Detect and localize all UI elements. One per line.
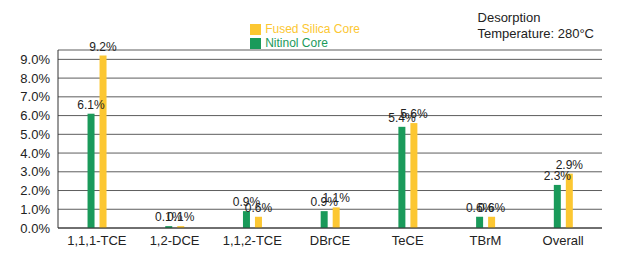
- svg-text:0.6%: 0.6%: [245, 201, 273, 215]
- svg-text:1.0%: 1.0%: [20, 202, 50, 217]
- svg-text:TeCE: TeCE: [392, 233, 424, 248]
- svg-text:0.0%: 0.0%: [20, 221, 50, 236]
- html-text:Fused Silica Core: Fused Silica Core: [265, 22, 360, 36]
- svg-text:1.1%: 1.1%: [322, 191, 350, 205]
- svg-text:0.1%: 0.1%: [167, 210, 195, 224]
- svg-text:1,1,1-TCE: 1,1,1-TCE: [67, 233, 127, 248]
- svg-text:4.0%: 4.0%: [20, 146, 50, 161]
- svg-text:TBrM: TBrM: [470, 233, 502, 248]
- svg-text:2.3%: 2.3%: [543, 168, 571, 183]
- svg-text:DBrCE: DBrCE: [310, 233, 351, 248]
- svg-text:1,2-DCE: 1,2-DCE: [150, 233, 200, 248]
- svg-text:6.1%: 6.1%: [77, 98, 105, 112]
- svg-text:9.0%: 9.0%: [20, 52, 50, 67]
- svg-text:2.0%: 2.0%: [20, 183, 50, 198]
- svg-text:9.2%: 9.2%: [89, 40, 117, 54]
- html-text:Desorption: Desorption: [477, 10, 541, 25]
- svg-text:8.0%: 8.0%: [20, 71, 50, 86]
- svg-text:2.9%: 2.9%: [556, 158, 584, 172]
- svg-text:5.6%: 5.6%: [400, 107, 428, 121]
- svg-text:7.0%: 7.0%: [20, 89, 50, 104]
- svg-text:1,1,2-TCE: 1,1,2-TCE: [223, 233, 283, 248]
- html-text:Nitinol Core: Nitinol Core: [265, 36, 328, 50]
- svg-text:Overall: Overall: [543, 233, 584, 248]
- svg-text:0.6%: 0.6%: [478, 201, 506, 215]
- html-text:Temperature: 280°C: Temperature: 280°C: [477, 26, 594, 41]
- svg-text:5.0%: 5.0%: [20, 127, 50, 142]
- svg-text:6.0%: 6.0%: [20, 108, 50, 123]
- svg-text:3.0%: 3.0%: [20, 164, 50, 179]
